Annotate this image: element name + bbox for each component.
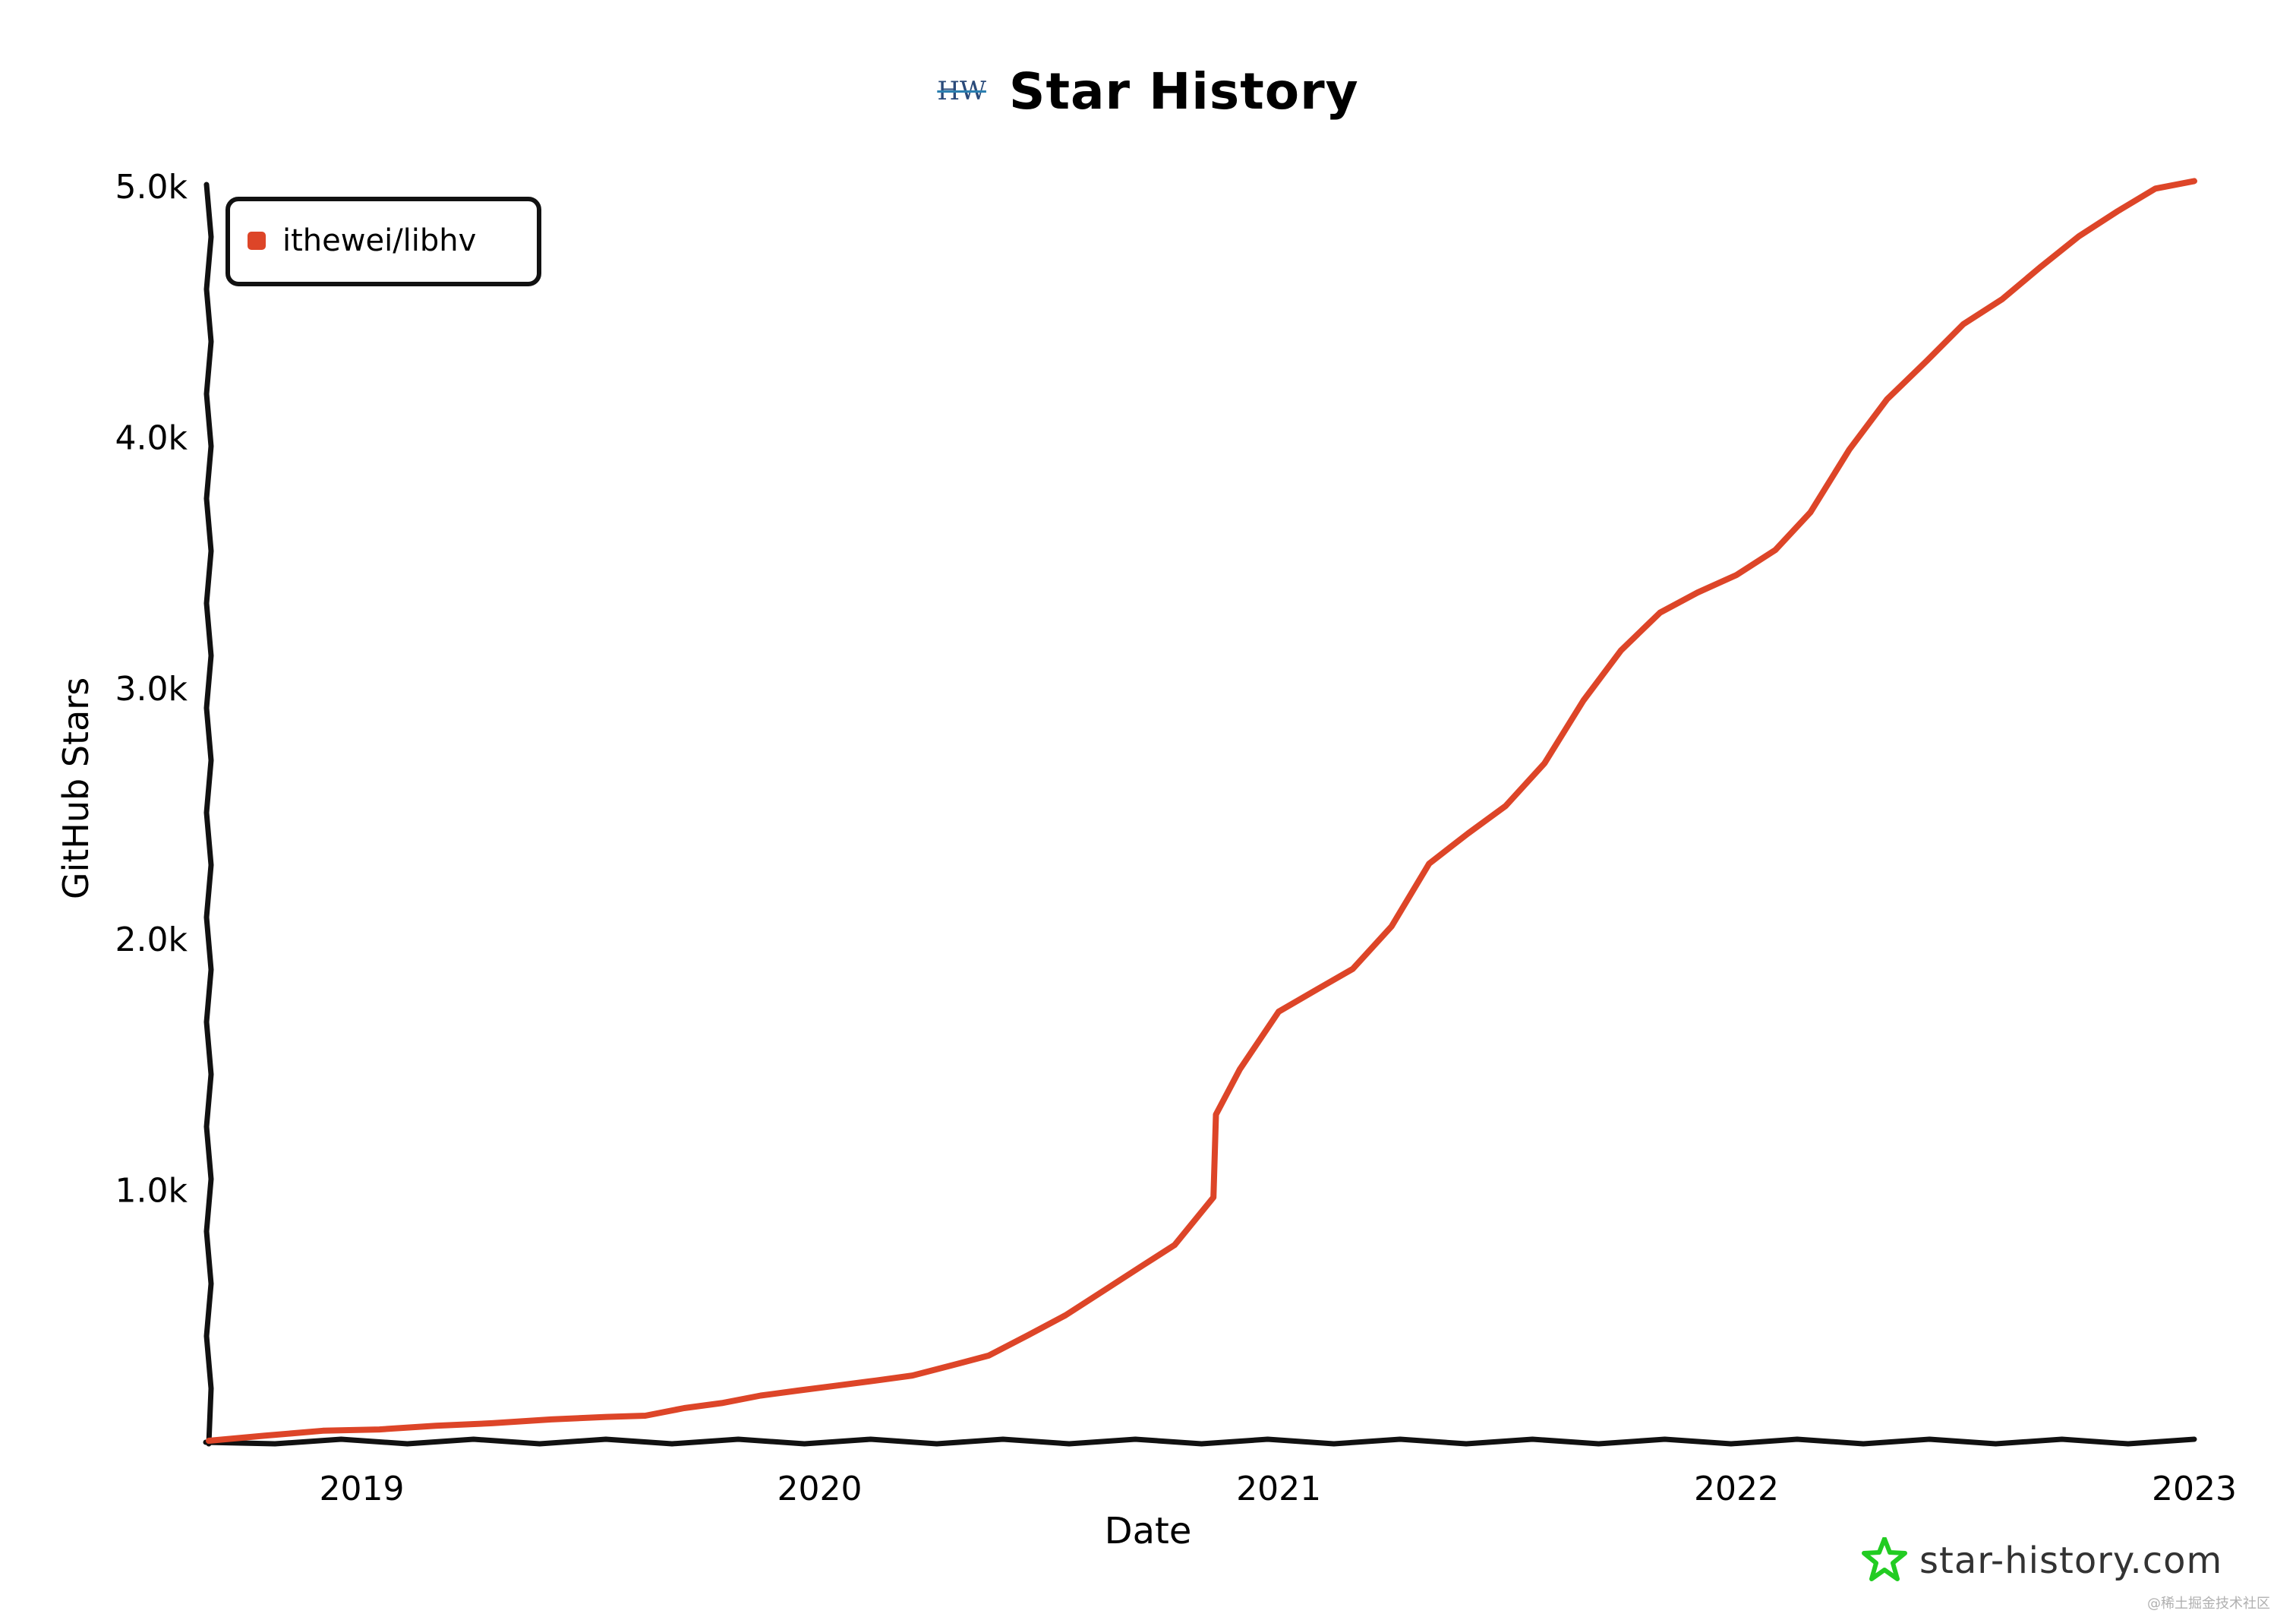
legend-label: ithewei/libhv [282, 223, 476, 258]
x-tick-label: 2023 [2152, 1470, 2237, 1508]
x-tick-label: 2022 [1694, 1470, 1779, 1508]
brand-footer[interactable]: star-history.com [1862, 1527, 2222, 1595]
y-tick-label: 5.0k [115, 168, 188, 207]
y-tick-label: 3.0k [115, 670, 188, 709]
brand-link[interactable]: star-history.com [1919, 1539, 2223, 1582]
y-axis-line [203, 182, 214, 1447]
legend-swatch [248, 232, 266, 250]
y-tick-label: 2.0k [115, 921, 188, 959]
chart-title: Star History [1008, 62, 1359, 121]
watermark-text: @稀土掘金技术社区 [2147, 1596, 2270, 1612]
chart-title-bar: HW Star History [0, 53, 2296, 129]
x-axis-line [203, 1436, 2197, 1447]
x-tick-label: 2020 [777, 1470, 862, 1508]
x-tick-label: 2019 [320, 1470, 405, 1508]
y-tick-label: 1.0k [115, 1172, 188, 1211]
y-axis-title: GitHub Stars [55, 677, 96, 899]
series-line [206, 178, 2197, 1444]
star-logo-icon [1862, 1537, 1907, 1581]
legend-box [226, 197, 541, 286]
y-tick-label: 4.0k [115, 418, 188, 457]
hw-logo-icon: HW [937, 76, 986, 106]
x-axis-title: Date [1105, 1510, 1192, 1552]
x-tick-label: 2021 [1236, 1470, 1321, 1508]
